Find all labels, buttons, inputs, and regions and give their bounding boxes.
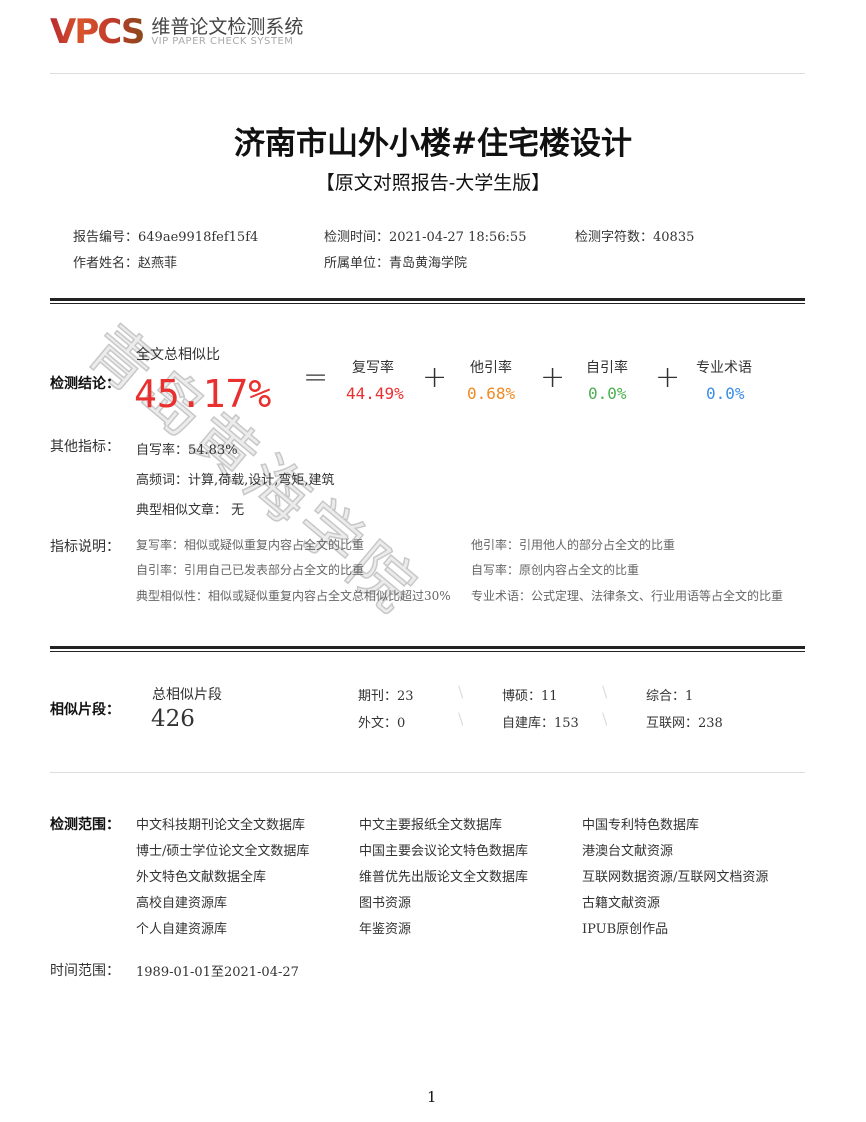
author: 作者姓名：赵燕菲 xyxy=(73,256,178,271)
plus-sign: + xyxy=(655,360,681,395)
scope-database: 博士/硕士学位论文全文数据库 xyxy=(136,844,310,859)
scope-database: 中文科技期刊论文全文数据库 xyxy=(136,818,306,833)
self-write-rate: 自写率：54.83% xyxy=(136,443,238,458)
terminology-value: 0.0% xyxy=(706,384,745,403)
plus-sign: + xyxy=(422,360,448,395)
scope-database: 中国专利特色数据库 xyxy=(582,818,700,833)
segment-foreign: 外文：0 xyxy=(358,716,406,731)
page-number: 1 xyxy=(427,1088,437,1106)
scope-database: 外文特色文献数据全库 xyxy=(136,870,267,885)
other-cite-value: 0.68% xyxy=(467,384,516,403)
rewrite-rate-label: 复写率 xyxy=(352,360,394,376)
scope-database: 高校自建资源库 xyxy=(136,896,228,911)
time-range-value: 1989-01-01至2021-04-27 xyxy=(136,965,299,980)
scope-database: 图书资源 xyxy=(359,896,412,911)
self-cite-value: 0.0% xyxy=(588,384,627,403)
high-frequency-words: 高频词：计算,荷载,设计,弯矩,建筑 xyxy=(136,473,335,488)
total-similarity-value: 45.17% xyxy=(134,372,272,416)
time-range-label: 时间范围： xyxy=(50,963,120,979)
rewrite-rate-value: 44.49% xyxy=(346,384,404,403)
report-subtitle: 【原文对照报告-大学生版】 xyxy=(315,172,551,194)
divider xyxy=(50,772,805,773)
note-item: 复写率：相似或疑似重复内容占全文的比重 xyxy=(136,538,365,552)
segment-internet: 互联网：238 xyxy=(646,716,723,731)
other-indicators-label: 其他指标： xyxy=(50,439,120,455)
report-number: 报告编号：649ae9918fef15f4 xyxy=(73,230,259,245)
notes-label: 指标说明： xyxy=(50,539,120,555)
equals-sign: = xyxy=(303,360,329,395)
segment-thesis: 博硕：11 xyxy=(502,689,558,704)
note-item: 自写率：原创内容占全文的比重 xyxy=(471,563,640,577)
separator: \ xyxy=(458,682,464,701)
total-segments-value: 426 xyxy=(151,706,195,732)
note-item: 专业术语：公式定理、法律条文、行业用语等占全文的比重 xyxy=(471,589,784,603)
scope-database: 维普优先出版论文全文数据库 xyxy=(359,870,529,885)
check-time: 检测时间：2021-04-27 18:56:55 xyxy=(324,230,527,245)
unit: 所属单位：青岛黄海学院 xyxy=(324,256,468,271)
watermark: 青岛黄海学院 xyxy=(73,310,434,630)
scope-database: 古籍文献资源 xyxy=(582,896,661,911)
total-segments-label: 总相似片段 xyxy=(152,687,222,703)
total-similarity-label: 全文总相似比 xyxy=(136,347,220,363)
conclusion-label: 检测结论： xyxy=(50,376,120,392)
separator: \ xyxy=(458,709,464,728)
scope-database: 港澳台文献资源 xyxy=(582,844,674,859)
logo-cn: 维普论文检测系统 xyxy=(151,15,304,38)
segment-self-built: 自建库：153 xyxy=(502,716,579,731)
separator: \ xyxy=(602,709,608,728)
scope-database: 年鉴资源 xyxy=(359,922,412,937)
segment-general: 综合：1 xyxy=(646,689,694,704)
scope-database: 个人自建资源库 xyxy=(136,922,228,937)
other-cite-label: 他引率 xyxy=(470,360,512,376)
scope-database: 互联网数据资源/互联网文档资源 xyxy=(582,870,769,885)
scope-database: IPUB原创作品 xyxy=(582,922,669,937)
scope-database: 中文主要报纸全文数据库 xyxy=(359,818,503,833)
logo-mark: VPCS xyxy=(50,12,145,52)
logo-en: VIP PAPER CHECK SYSTEM xyxy=(151,35,294,47)
separator: \ xyxy=(602,682,608,701)
self-cite-label: 自引率 xyxy=(586,360,628,376)
scope-label: 检测范围： xyxy=(50,817,120,833)
note-item: 他引率：引用他人的部分占全文的比重 xyxy=(471,538,676,552)
terminology-label: 专业术语 xyxy=(696,360,752,376)
char-count: 检测字符数：40835 xyxy=(575,230,695,245)
segments-label: 相似片段： xyxy=(50,702,120,718)
scope-database: 中国主要会议论文特色数据库 xyxy=(359,844,529,859)
divider xyxy=(50,73,805,74)
double-divider xyxy=(50,646,805,652)
note-item: 自引率：引用自己已发表部分占全文的比重 xyxy=(136,563,365,577)
note-item: 典型相似性：相似或疑似重复内容占全文总相似比超过30% xyxy=(136,589,451,603)
logo: VPCS 维普论文检测系统 VIP PAPER CHECK SYSTEM xyxy=(50,12,303,52)
report-title: 济南市山外小楼#住宅楼设计 xyxy=(234,126,632,162)
typical-similar-articles: 典型相似文章： 无 xyxy=(136,503,245,518)
segment-journal: 期刊：23 xyxy=(358,689,414,704)
double-divider xyxy=(50,298,805,304)
plus-sign: + xyxy=(540,360,566,395)
